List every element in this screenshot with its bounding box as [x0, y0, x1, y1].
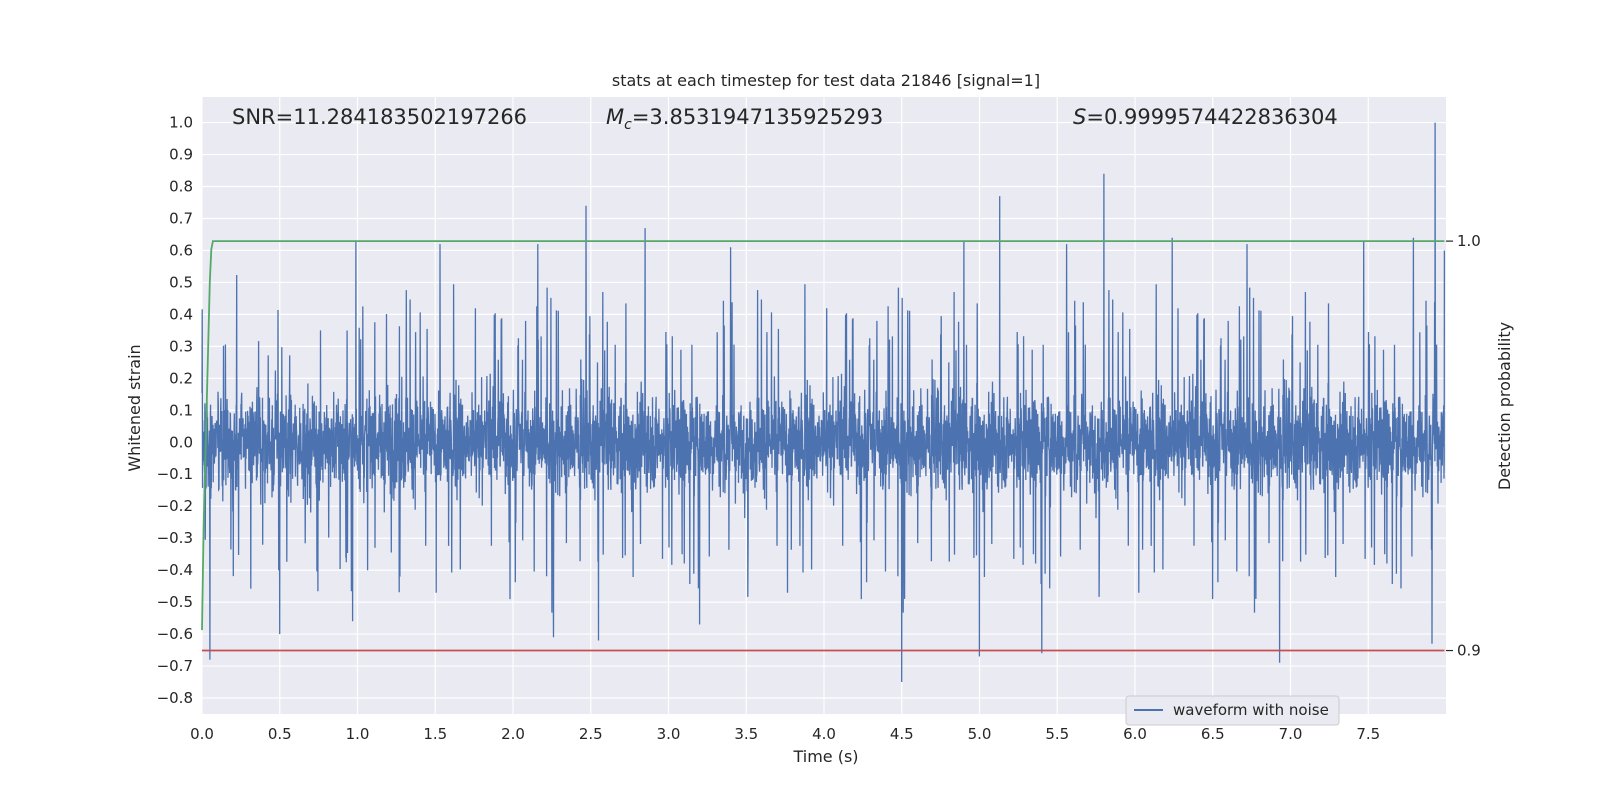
score-value: =0.9999574422836304: [1086, 105, 1337, 129]
y-tick-label: 0.5: [169, 273, 193, 291]
y-tick-label: 0.3: [169, 337, 193, 355]
y-tick-label: −0.2: [157, 497, 193, 515]
legend-label: waveform with noise: [1173, 701, 1329, 719]
y-tick-label: 0.7: [169, 209, 193, 227]
chirp-mass-symbol: M: [606, 105, 624, 129]
waveform-with-noise-line: [201, 122, 1446, 683]
x-tick-label: 1.5: [423, 725, 447, 743]
y-tick-label: −0.8: [157, 689, 193, 707]
score-annotation: S=0.9999574422836304: [1073, 105, 1338, 129]
x-axis-label: Time (s): [792, 747, 858, 766]
series-layer: [201, 122, 1446, 683]
y-axis-label: Whitened strain: [125, 344, 144, 471]
y-tick-label: −0.3: [157, 529, 193, 547]
x-tick-label: 6.5: [1201, 725, 1225, 743]
y-right-tick-label: 1.0: [1457, 232, 1481, 250]
y-tick-label: −0.6: [157, 625, 193, 643]
snr-annotation: SNR=11.284183502197266: [232, 105, 527, 129]
x-tick-label: 5.5: [1045, 725, 1069, 743]
y-tick-label: 0.0: [169, 433, 193, 451]
y-tick-label: 1.0: [169, 114, 193, 132]
score-symbol: S: [1073, 105, 1086, 129]
chirp-mass-value: =3.8531947135925293: [632, 105, 883, 129]
y-tick-label: −0.1: [157, 465, 193, 483]
x-tick-label: 4.0: [812, 725, 836, 743]
x-tick-label: 0.0: [190, 725, 214, 743]
y-tick-label: 0.9: [169, 146, 193, 164]
x-axis-ticks: 0.0 0.5 1.0 1.5 2.0 2.5 3.0 3.5 4.0 4.5 5.0 5.5 6.0 6…: [190, 725, 1380, 743]
x-tick-label: 5.0: [968, 725, 992, 743]
y-right-tick-label: 0.9: [1457, 642, 1481, 660]
x-tick-label: 0.5: [268, 725, 292, 743]
x-tick-label: 4.5: [890, 725, 914, 743]
x-tick-label: 6.0: [1123, 725, 1147, 743]
legend: waveform with noise: [1125, 695, 1340, 726]
y-axis-ticks: 1.0 0.9 0.8 0.7 0.6 0.5 0.4 0.3 0.2 0.1 0.0 −0.1 −0.…: [157, 114, 193, 707]
y-right-axis-label: Detection probability: [1495, 322, 1514, 490]
detection-probability-line: [201, 240, 1445, 631]
y-tick-label: −0.4: [157, 561, 193, 579]
x-tick-label: 7.5: [1356, 725, 1380, 743]
y-tick-label: 0.2: [169, 369, 193, 387]
chart-title: stats at each timestep for test data 218…: [612, 71, 1040, 90]
y-tick-label: 0.4: [169, 305, 193, 323]
y-tick-label: −0.5: [157, 593, 193, 611]
x-tick-label: 1.0: [346, 725, 370, 743]
y-tick-label: −0.7: [157, 657, 193, 675]
y-tick-label: 0.6: [169, 241, 193, 259]
y-tick-label: 0.1: [169, 401, 193, 419]
x-tick-label: 3.0: [657, 725, 681, 743]
x-tick-label: 2.5: [579, 725, 603, 743]
chirp-mass-annotation: Mc=3.8531947135925293: [606, 105, 883, 133]
chirp-mass-subscript: c: [624, 117, 632, 133]
x-tick-label: 3.5: [734, 725, 758, 743]
x-tick-label: 2.0: [501, 725, 525, 743]
legend-box: [1125, 695, 1340, 726]
x-tick-label: 7.0: [1279, 725, 1303, 743]
y-tick-label: 0.8: [169, 178, 193, 196]
y-right-axis-ticks: 1.0 0.9: [1446, 232, 1481, 660]
